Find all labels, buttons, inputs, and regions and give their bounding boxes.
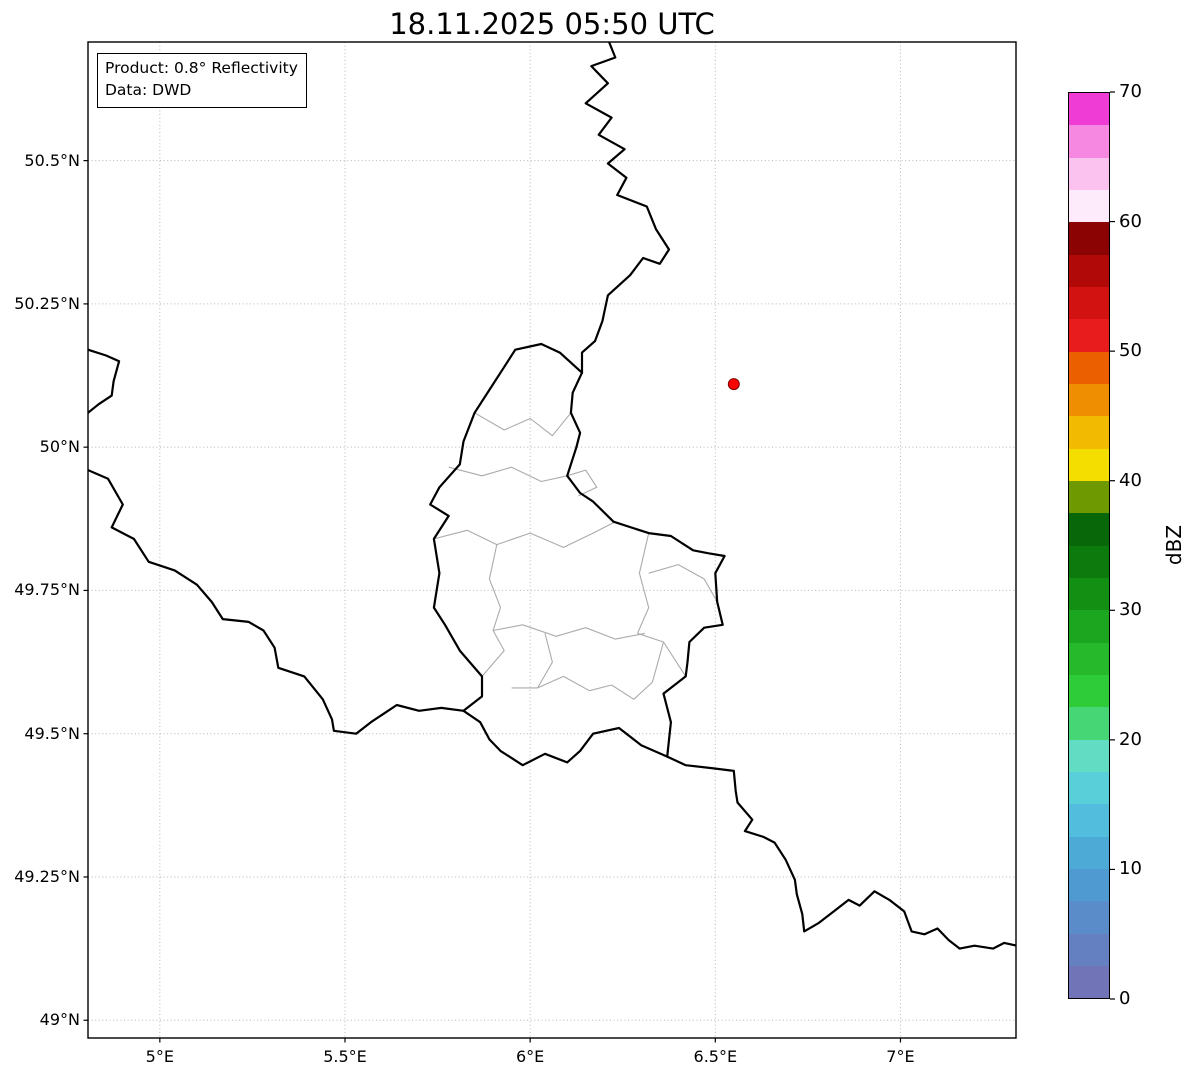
- colorbar-axis-label: dBZ: [1162, 524, 1186, 566]
- colorbar-tick-label: 10: [1119, 858, 1142, 880]
- colorbar-segment: [1069, 286, 1109, 320]
- district-border-line: [448, 466, 568, 483]
- x-tick-label: 6°E: [515, 1047, 545, 1066]
- district-border-line: [636, 532, 650, 634]
- district-border-line: [567, 469, 598, 497]
- country-border-line: [88, 469, 465, 735]
- colorbar-tick-label: 60: [1119, 210, 1142, 232]
- colorbar-segment: [1069, 189, 1109, 223]
- district-border-line: [537, 633, 553, 689]
- plot-frame: [87, 41, 1017, 1039]
- radar-site-marker: [727, 378, 740, 391]
- district-border-line: [648, 564, 718, 603]
- colorbar-segment: [1069, 610, 1109, 643]
- colorbar-segment: [1069, 707, 1109, 740]
- country-border-line: [666, 755, 1016, 950]
- y-tick-label: 50°N: [39, 437, 80, 457]
- district-border-line: [488, 544, 502, 631]
- colorbar-segment: [1069, 836, 1109, 869]
- colorbar-segment: [1069, 739, 1109, 772]
- y-tick-label: 49°N: [39, 1010, 80, 1030]
- colorbar-tick-label: 20: [1119, 728, 1142, 750]
- y-tick-label: 49.75°N: [14, 580, 80, 600]
- country-border-line: [429, 342, 726, 767]
- colorbar-segment: [1069, 901, 1109, 934]
- district-border-line: [433, 521, 616, 548]
- district-border-line: [481, 624, 646, 677]
- y-tick-label: 49.25°N: [14, 866, 80, 886]
- product-label: Product: 0.8° Reflectivity: [105, 59, 298, 77]
- colorbar: [1068, 92, 1110, 999]
- colorbar-segment: [1069, 513, 1109, 546]
- data-source-label: Data: DWD: [105, 81, 192, 100]
- district-border-line: [611, 641, 665, 700]
- colorbar-segment: [1069, 93, 1109, 126]
- colorbar-segment: [1069, 642, 1109, 675]
- colorbar-tick-label: 70: [1119, 81, 1142, 102]
- colorbar-segment: [1069, 674, 1109, 708]
- colorbar-segment: [1069, 965, 1109, 999]
- country-border-line: [580, 42, 671, 374]
- colorbar-segment: [1069, 416, 1109, 449]
- product-info-box: Product: 0.8° Reflectivity Data: DWD: [97, 53, 307, 108]
- x-tick-label: 5°E: [145, 1047, 174, 1066]
- colorbar-tick-label: 50: [1119, 340, 1142, 362]
- colorbar-segment: [1069, 157, 1109, 190]
- colorbar-tick-label: 30: [1119, 599, 1142, 621]
- district-border-line: [511, 675, 612, 692]
- colorbar-segment: [1069, 319, 1109, 352]
- x-tick-label: 7°E: [886, 1047, 915, 1066]
- figure-title: 18.11.2025 05:50 UTC: [389, 7, 715, 41]
- colorbar-segment: [1069, 868, 1109, 902]
- district-border-line: [637, 632, 687, 677]
- y-tick-label: 50.5°N: [24, 150, 80, 170]
- colorbar-tick-label: 0: [1119, 988, 1131, 1009]
- colorbar-segment: [1069, 480, 1109, 514]
- colorbar-segment: [1069, 771, 1109, 805]
- colorbar-tick-label: 40: [1119, 469, 1142, 491]
- y-tick-label: 50.25°N: [14, 293, 80, 313]
- colorbar-segment: [1069, 933, 1109, 966]
- colorbar-segment: [1069, 351, 1109, 384]
- colorbar-segment: [1069, 545, 1109, 578]
- colorbar-segment: [1069, 383, 1109, 417]
- district-border-line: [474, 412, 572, 437]
- colorbar-segment: [1069, 125, 1109, 158]
- colorbar-segment: [1069, 448, 1109, 481]
- x-tick-label: 6.5°E: [693, 1047, 738, 1066]
- colorbar-segment: [1069, 804, 1109, 837]
- colorbar-segment: [1069, 254, 1109, 287]
- y-tick-label: 49.5°N: [24, 723, 80, 743]
- x-tick-label: 5.5°E: [323, 1047, 367, 1066]
- country-border-line: [88, 348, 121, 414]
- colorbar-segment: [1069, 577, 1109, 611]
- colorbar-segment: [1069, 222, 1109, 255]
